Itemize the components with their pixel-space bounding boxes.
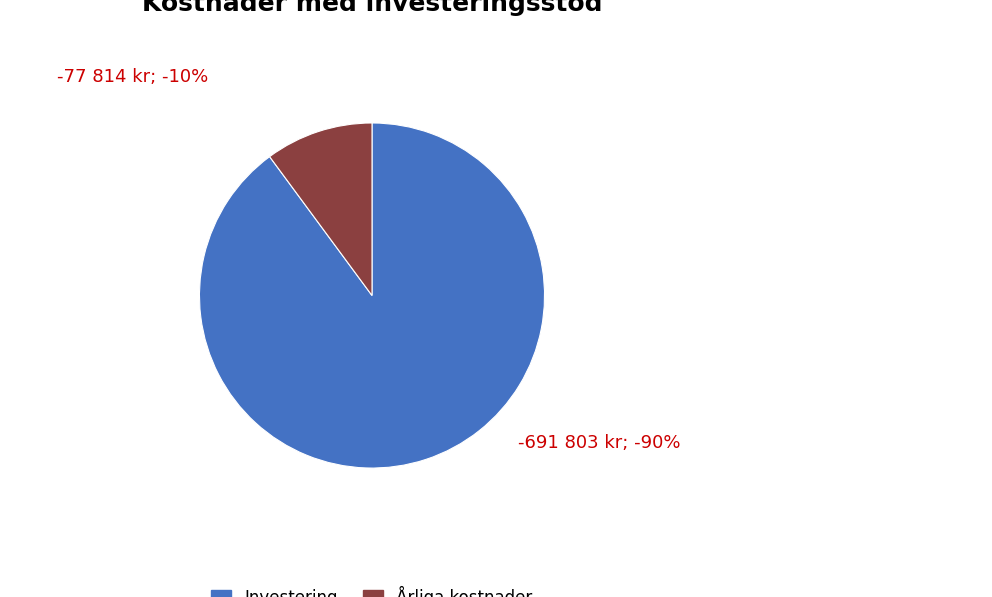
Wedge shape <box>270 123 372 296</box>
Wedge shape <box>199 123 545 468</box>
Legend: Investering, Årliga kostnader: Investering, Årliga kostnader <box>211 586 533 597</box>
Title: Kostnader med investeringsstöd: Kostnader med investeringsstöd <box>142 0 602 16</box>
Text: -691 803 kr; -90%: -691 803 kr; -90% <box>518 434 681 452</box>
Text: -77 814 kr; -10%: -77 814 kr; -10% <box>58 69 208 87</box>
